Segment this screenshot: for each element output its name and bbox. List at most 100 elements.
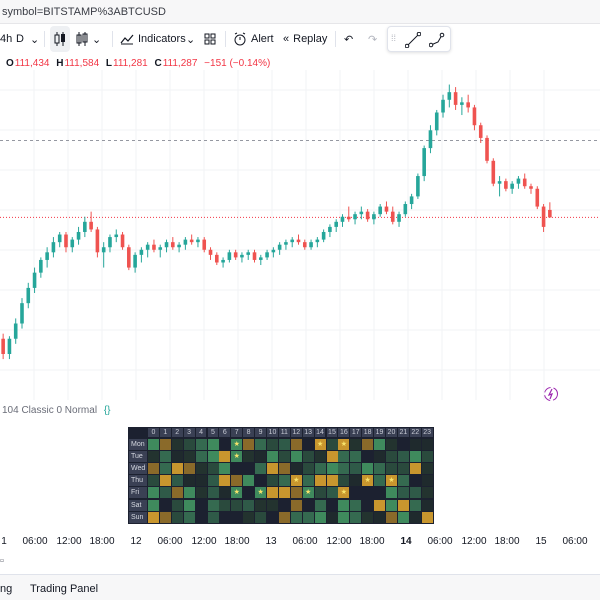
heatmap-hour-label: 0 <box>148 428 159 437</box>
candle-body <box>240 254 244 258</box>
range-label: D <box>16 33 24 45</box>
time-axis-label: 06:00 <box>292 536 318 547</box>
heatmap-cell <box>409 439 421 450</box>
source-code-icon[interactable]: {} <box>103 405 111 416</box>
calendar-icon[interactable]: ▫ <box>0 555 4 567</box>
heatmap-hour-label: 8 <box>243 428 255 437</box>
divider <box>225 31 226 47</box>
change-value: −151 (−0.14%) <box>204 58 271 69</box>
candle-body <box>334 221 338 227</box>
heatmap-hour-label: 18 <box>362 428 374 437</box>
heatmap-cell <box>231 499 243 511</box>
heatmap-day-label: Thu <box>129 475 147 487</box>
heatmap-cell <box>243 439 255 450</box>
heatmap-cell <box>409 487 421 499</box>
lightning-icon[interactable] <box>543 386 559 402</box>
candle-body <box>397 214 401 222</box>
candle-body <box>64 234 68 248</box>
heatmap-cell <box>302 439 314 450</box>
candle-body <box>541 206 546 227</box>
address-bar[interactable]: symbol=BITSTAMP%3ABTCUSD <box>0 0 600 24</box>
open-value: 111,434 <box>14 58 50 69</box>
candle-body <box>340 216 345 222</box>
heatmap-cell <box>159 487 171 499</box>
tab-trading-panel[interactable]: Trading Panel <box>30 583 99 595</box>
candle-body <box>328 226 332 232</box>
indicators-button[interactable]: Indicators <box>120 26 186 52</box>
candle-body <box>535 188 540 207</box>
candles-button[interactable] <box>50 26 70 52</box>
heatmap-cell <box>338 451 350 463</box>
replay-button[interactable]: « Replay <box>283 26 327 52</box>
candle-body <box>152 244 156 250</box>
heatmap-cell <box>159 499 171 511</box>
heatmap-cell: ★ <box>386 475 397 487</box>
chart-style-button[interactable]: ⌄ <box>76 26 101 52</box>
range-button[interactable]: D <box>16 26 24 52</box>
heatmap-cell <box>302 451 314 463</box>
heatmap-cell <box>195 439 207 450</box>
price-chart[interactable] <box>0 70 600 400</box>
candle-body <box>196 239 200 243</box>
heatmap-cell <box>267 451 278 463</box>
candle-body <box>51 242 56 253</box>
time-axis-label: 15 <box>535 536 547 547</box>
time-axis[interactable]: 1 06:00 12:00 18:00 12 06:00 12:00 18:00 13 06:00… <box>0 528 600 552</box>
candle-body <box>416 176 420 197</box>
heatmap-cell <box>386 439 397 450</box>
low-value: 111,281 <box>113 58 148 69</box>
heatmap-cell <box>409 475 421 487</box>
time-axis-label: 13 <box>265 536 277 547</box>
candle-body <box>422 148 426 177</box>
heatmap-cell <box>386 499 397 511</box>
alert-button[interactable]: Alert <box>233 26 274 52</box>
heatmap-cell <box>255 463 267 475</box>
heatmap-cell <box>231 475 243 487</box>
redo-button[interactable]: ↷ <box>368 26 377 52</box>
low-key: L <box>105 58 113 69</box>
heatmap-cell <box>350 511 362 523</box>
candle-body <box>133 254 137 268</box>
indicators-label: Indicators <box>138 33 186 45</box>
time-axis-label: 12 <box>130 536 142 547</box>
heatmap-day-label: Mon <box>129 439 147 450</box>
tab-trading-journal[interactable]: ng <box>0 583 13 595</box>
heatmap-cell <box>267 487 278 499</box>
heatmap-cell <box>362 499 374 511</box>
heatmap-cell <box>148 499 159 511</box>
layouts-button[interactable] <box>204 26 216 52</box>
heatmap-hour-label: 20 <box>386 428 397 437</box>
trend-line-icon[interactable] <box>405 32 421 48</box>
heatmap-cell <box>302 499 314 511</box>
heatmap-cell <box>314 511 326 523</box>
time-axis-label: 14 <box>400 536 412 547</box>
heatmap-cell: ★ <box>338 487 350 499</box>
heatmap-hour-label: 16 <box>338 428 350 437</box>
heatmap-cell <box>374 511 386 523</box>
heatmap-cell <box>326 487 338 499</box>
heatmap-cell <box>314 475 326 487</box>
candle-body <box>485 137 489 161</box>
path-tool-icon[interactable] <box>429 32 445 48</box>
heatmap-cell <box>409 451 421 463</box>
undo-icon: ↶ <box>344 33 354 46</box>
heatmap-cell <box>421 463 433 475</box>
candle-body <box>271 249 276 253</box>
interval-button[interactable]: 4h <box>0 26 12 52</box>
session-heatmap: 0 1 2 3 4 5 6 7 8 9 10 11 12 13 14 15 16 17 18 19 20 21 22 23 Mo… <box>128 427 434 524</box>
heatmap-cell <box>326 439 338 450</box>
heatmap-cell <box>183 463 195 475</box>
heatmap-cell: ★ <box>338 439 350 450</box>
heatmap-cell <box>386 463 397 475</box>
heatmap-cell: ★ <box>362 475 374 487</box>
interval-dropdown[interactable]: ⌄ <box>30 26 39 52</box>
drag-handle-icon[interactable]: ⁞⁞ <box>391 33 397 43</box>
candle-body <box>384 206 389 212</box>
candle-body <box>252 252 257 260</box>
undo-button[interactable]: ↶ <box>344 26 353 52</box>
heatmap-hour-label: 7 <box>231 428 243 437</box>
indicators-dropdown[interactable]: ⌄ <box>186 26 195 52</box>
candle-body <box>189 239 194 243</box>
heatmap-cell <box>207 511 219 523</box>
time-axis-label: 18:00 <box>494 536 520 547</box>
